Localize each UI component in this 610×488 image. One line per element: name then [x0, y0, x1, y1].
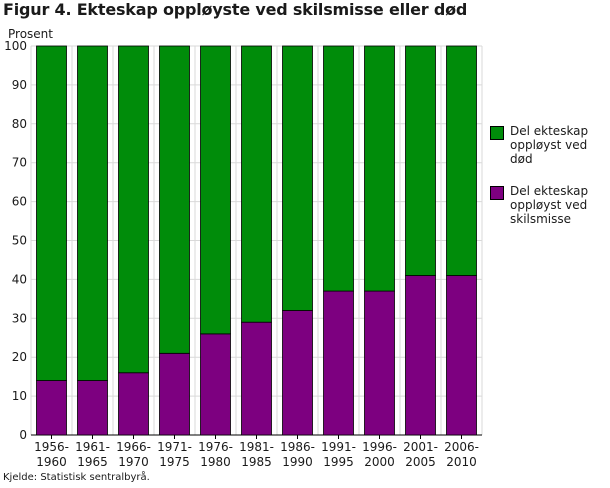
x-tick-label-line: 1976- [198, 440, 233, 454]
bar-segment-skilsmisse [77, 380, 108, 436]
y-tick-label: 10 [12, 389, 27, 403]
y-tick-label: 30 [12, 311, 27, 325]
legend-label-line: skilsmisse [510, 212, 572, 226]
x-tick-label-line: 1985 [241, 455, 272, 469]
x-tick-label-line: 1960 [36, 455, 67, 469]
legend-label-line: Del ekteskap [510, 124, 589, 138]
x-tick-label-line: 1965 [77, 455, 108, 469]
x-tick-label: 1971-1975 [157, 440, 192, 469]
bar-segment-dod [241, 45, 272, 323]
y-axis-ticks: 0 10 20 30 40 50 60 70 80 90 100 [4, 39, 27, 442]
x-tick-label-line: 1961- [75, 440, 110, 454]
bar-segment-skilsmisse [282, 310, 313, 436]
source-note: Kjelde: Statistisk sentralbyrå. [3, 472, 150, 483]
bar-segment-dod [364, 45, 395, 292]
bar-segment-dod [118, 45, 149, 374]
x-tick-label-line: 1986- [280, 440, 315, 454]
chart-title: Figur 4. Ekteskap oppløyste ved skilsmis… [3, 0, 468, 19]
x-tick-label-line: 1990 [282, 455, 313, 469]
legend-label-line: oppløyst ved [510, 198, 588, 212]
y-tick-label: 100 [4, 39, 27, 53]
x-tick-label-line: 1995 [323, 455, 354, 469]
x-tick-label-line: 2010 [446, 455, 477, 469]
x-tick-label-line: 1956- [34, 440, 69, 454]
legend-label-line: død [510, 152, 533, 166]
x-tick-label: 2001-2005 [403, 440, 438, 469]
x-tick-label-line: 1981- [239, 440, 274, 454]
x-tick-label: 2006-2010 [444, 440, 479, 469]
x-tick-label-line: 2006- [444, 440, 479, 454]
y-tick-label: 60 [12, 195, 27, 209]
bar-segment-skilsmisse [118, 372, 149, 436]
bar-segment-skilsmisse [36, 380, 67, 436]
bar-segment-dod [405, 45, 436, 276]
x-tick-label-line: 1971- [157, 440, 192, 454]
bar-segment-dod [323, 45, 354, 292]
bar-segment-dod [159, 45, 190, 354]
x-tick-label: 1961-1965 [75, 440, 110, 469]
x-tick-label-line: 2001- [403, 440, 438, 454]
x-axis-ticks: 1956-19601961-19651966-19701971-19751976… [34, 435, 479, 469]
y-tick-label: 70 [12, 156, 27, 170]
legend-label-line: oppløyst ved [510, 138, 588, 152]
x-tick-label-line: 1966- [116, 440, 151, 454]
x-tick-label: 1956-1960 [34, 440, 69, 469]
bar-segment-dod [77, 45, 108, 381]
y-tick-label: 20 [12, 350, 27, 364]
x-tick-label: 1991-1995 [321, 440, 356, 469]
x-tick-label: 1976-1980 [198, 440, 233, 469]
x-tick-label-line: 2005 [405, 455, 436, 469]
legend-swatch-skilsmisse [490, 186, 504, 200]
x-tick-label-line: 1996- [362, 440, 397, 454]
bar-segment-dod [446, 45, 477, 276]
x-tick-label-line: 1980 [200, 455, 231, 469]
bar-segment-skilsmisse [405, 275, 436, 436]
x-tick-label-line: 1975 [159, 455, 190, 469]
x-tick-label-line: 2000 [364, 455, 395, 469]
y-tick-label: 40 [12, 272, 27, 286]
bar-segment-skilsmisse [323, 290, 354, 436]
y-tick-label: 80 [12, 117, 27, 131]
bar-segment-skilsmisse [364, 290, 395, 436]
bar-segment-skilsmisse [200, 333, 231, 436]
y-tick-label: 90 [12, 78, 27, 92]
x-tick-label: 1981-1985 [239, 440, 274, 469]
y-tick-label: 50 [12, 234, 27, 248]
legend-swatch-dod [490, 126, 504, 140]
bar-segment-dod [36, 45, 67, 381]
y-axis-label: Prosent [8, 27, 53, 41]
bars [36, 45, 477, 436]
legend-item-skilsmisse: Del ekteskap oppløyst ved skilsmisse [490, 184, 608, 226]
x-tick-label: 1966-1970 [116, 440, 151, 469]
bar-segment-skilsmisse [446, 275, 477, 436]
bar-segment-dod [282, 45, 313, 311]
legend-label-line: Del ekteskap [510, 184, 589, 198]
x-tick-label: 1996-2000 [362, 440, 397, 469]
legend-item-dod: Del ekteskap oppløyst ved død [490, 124, 608, 166]
y-tick-label: 0 [19, 428, 27, 442]
bar-segment-dod [200, 45, 231, 335]
bar-segment-skilsmisse [241, 321, 272, 436]
bar-segment-skilsmisse [159, 352, 190, 436]
x-tick-label-line: 1970 [118, 455, 149, 469]
x-tick-label-line: 1991- [321, 440, 356, 454]
x-tick-label: 1986-1990 [280, 440, 315, 469]
